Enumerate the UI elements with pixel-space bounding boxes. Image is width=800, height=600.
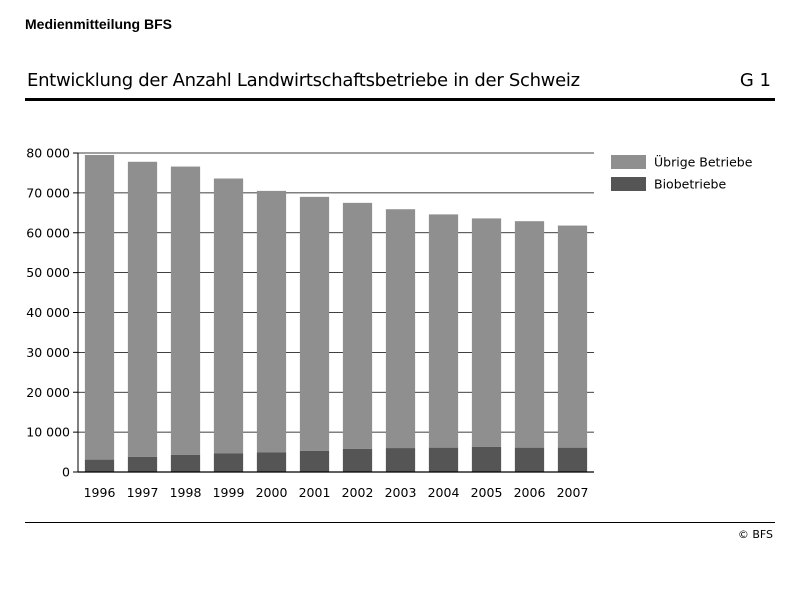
x-tick-label: 2000	[256, 485, 288, 500]
x-tick-label: 2002	[342, 485, 374, 500]
bar-uebrige-betriebe	[127, 161, 158, 457]
bar-uebrige-betriebe	[385, 209, 416, 449]
x-tick-label: 1998	[170, 485, 202, 500]
legend-swatch	[611, 177, 646, 191]
bar-biobetriebe	[428, 447, 459, 472]
legend-label: Biobetriebe	[654, 177, 726, 192]
bar-uebrige-betriebe	[557, 225, 588, 448]
bar-uebrige-betriebe	[428, 214, 459, 448]
bar-uebrige-betriebe	[471, 218, 502, 447]
bar-biobetriebe	[127, 456, 158, 472]
x-tick-label: 1999	[213, 485, 245, 500]
x-tick-label: 2005	[471, 485, 503, 500]
x-tick-label: 1996	[84, 485, 116, 500]
copyright-notice: © BFS	[737, 528, 773, 541]
bar-uebrige-betriebe	[514, 221, 545, 448]
bar-biobetriebe	[471, 446, 502, 472]
bar-uebrige-betriebe	[342, 202, 373, 449]
bar-biobetriebe	[170, 454, 201, 472]
y-tick-label: 70 000	[26, 185, 70, 200]
legend-swatch	[611, 155, 646, 169]
x-tick-label: 2003	[385, 485, 417, 500]
x-tick-label: 2004	[428, 485, 460, 500]
y-tick-label: 10 000	[26, 425, 70, 440]
y-tick-label: 20 000	[26, 385, 70, 400]
chart-title-bar: Entwicklung der Anzahl Landwirtschaftsbe…	[25, 70, 775, 101]
y-tick-label: 50 000	[26, 265, 70, 280]
y-tick-label: 60 000	[26, 225, 70, 240]
bar-biobetriebe	[385, 448, 416, 472]
bar-biobetriebe	[514, 447, 545, 472]
y-tick-label: 30 000	[26, 345, 70, 360]
bar-uebrige-betriebe	[256, 190, 287, 453]
bar-uebrige-betriebe	[170, 166, 201, 455]
bar-biobetriebe	[299, 450, 330, 472]
footer-divider	[25, 522, 775, 523]
y-tick-label: 0	[62, 465, 70, 480]
x-tick-label: 1997	[127, 485, 159, 500]
chart-title: Entwicklung der Anzahl Landwirtschaftsbe…	[27, 70, 580, 91]
bar-biobetriebe	[256, 452, 287, 472]
bar-biobetriebe	[342, 448, 373, 472]
y-tick-label: 40 000	[26, 305, 70, 320]
bar-biobetriebe	[84, 459, 115, 472]
x-tick-label: 2001	[299, 485, 331, 500]
x-tick-label: 2007	[557, 485, 589, 500]
bar-uebrige-betriebe	[299, 196, 330, 451]
x-tick-label: 2006	[514, 485, 546, 500]
legend-label: Übrige Betriebe	[654, 154, 753, 170]
bar-biobetriebe	[213, 453, 244, 472]
y-tick-label: 80 000	[26, 146, 70, 161]
press-release-header: Medienmitteilung BFS	[25, 16, 172, 32]
chart-number: G 1	[739, 70, 771, 91]
stacked-bar-chart: 0 10 000 20 000 30 000 40 000 50 000 60 000 70 …	[26, 146, 753, 501]
bar-biobetriebe	[557, 447, 588, 472]
bar-uebrige-betriebe	[213, 178, 244, 454]
bar-uebrige-betriebe	[84, 154, 115, 460]
